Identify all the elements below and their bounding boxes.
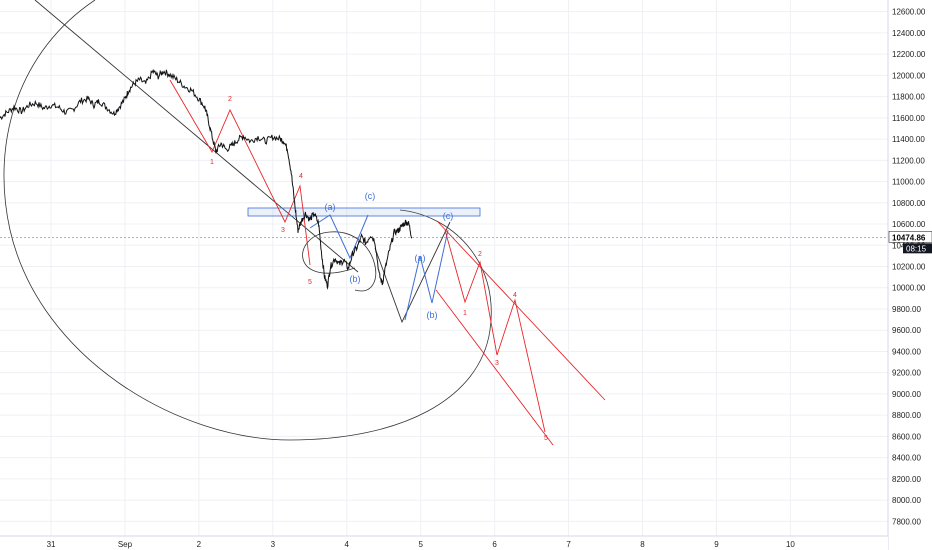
countdown-badge bbox=[903, 243, 932, 254]
abc-inner-line bbox=[309, 214, 369, 260]
countdown-label: 08:15 bbox=[906, 244, 927, 253]
trend-line bbox=[34, 0, 359, 273]
y-tick-label: 12000.00 bbox=[892, 71, 926, 80]
wave-label-red: 1 bbox=[210, 159, 214, 166]
x-tick-label: 4 bbox=[345, 540, 350, 549]
y-tick-label: 10800.00 bbox=[892, 199, 926, 208]
y-tick-label: 10200.00 bbox=[892, 263, 926, 272]
y-tick-label: 8600.00 bbox=[892, 432, 921, 441]
y-tick-label: 8800.00 bbox=[892, 411, 921, 420]
wave-labels: 1 2 3 4 5 1 2 3 4 5 (a) (b) (c) (a) (b) (c) bbox=[210, 96, 548, 442]
resistance-zone bbox=[247, 207, 481, 217]
wave-label-red: 3 bbox=[281, 227, 285, 234]
y-tick-label: 9800.00 bbox=[892, 305, 921, 314]
y-tick-label: 11800.00 bbox=[892, 93, 925, 102]
y-tick-label: 11000.00 bbox=[892, 178, 925, 187]
wave-label-blue: (a) bbox=[325, 202, 336, 212]
x-tick-label: 7 bbox=[566, 540, 571, 549]
current-price-label: 10474.86 bbox=[892, 233, 926, 242]
wave-label-blue: (c) bbox=[365, 191, 376, 201]
y-tick-label: 11600.00 bbox=[892, 114, 925, 123]
small-loop-drawing bbox=[302, 231, 377, 292]
x-tick-label: 2 bbox=[197, 540, 202, 549]
y-tick-label: 11400.00 bbox=[892, 135, 925, 144]
y-tick-label: 12600.00 bbox=[892, 8, 926, 17]
price-axis-bg[interactable] bbox=[888, 0, 932, 550]
wave-label-blue: (b) bbox=[427, 310, 438, 320]
current-price-badge bbox=[888, 231, 932, 243]
wave-label-blue: (a) bbox=[415, 253, 426, 263]
y-tick-label: 10000.00 bbox=[892, 284, 926, 293]
price-line bbox=[0, 68, 413, 290]
y-tick-label: 8200.00 bbox=[892, 475, 921, 484]
wave-label-red: 3 bbox=[495, 360, 499, 367]
y-tick-label: 9000.00 bbox=[892, 390, 921, 399]
channel-line-lower bbox=[435, 289, 554, 446]
channel-line-upper bbox=[437, 221, 606, 401]
y-tick-label: 11200.00 bbox=[892, 156, 925, 165]
wave-label-red: 1 bbox=[463, 310, 467, 317]
y-tick-label: 12400.00 bbox=[892, 29, 926, 38]
wave-label-red: 5 bbox=[308, 279, 312, 286]
wave-label-red: 2 bbox=[228, 96, 232, 103]
grid bbox=[0, 0, 888, 544]
red-impulse-projected bbox=[444, 229, 546, 433]
drawings bbox=[3, 0, 606, 446]
x-tick-label: 9 bbox=[714, 540, 719, 549]
y-tick-label: 10600.00 bbox=[892, 220, 926, 229]
y-tick-label: 8000.00 bbox=[892, 496, 921, 505]
y-tick-label: 9400.00 bbox=[892, 347, 921, 356]
x-tick-label: 10 bbox=[786, 540, 795, 549]
wave-label-red: 5 bbox=[544, 435, 548, 442]
wave-label-red: 4 bbox=[513, 292, 517, 299]
x-tick-label: 5 bbox=[418, 540, 423, 549]
wave-label-blue: (c) bbox=[443, 211, 454, 221]
wave-label-red: 2 bbox=[478, 251, 482, 258]
y-tick-label: 8400.00 bbox=[892, 454, 921, 463]
x-tick-label: 6 bbox=[492, 540, 497, 549]
abc-projection-line bbox=[404, 229, 449, 321]
y-tick-label: 7800.00 bbox=[892, 517, 921, 526]
large-arc-drawing bbox=[3, 0, 492, 441]
wave-label-red: 4 bbox=[299, 173, 303, 180]
time-axis-bg[interactable] bbox=[0, 536, 888, 550]
y-tick-label: 9200.00 bbox=[892, 369, 921, 378]
x-tick-label: Sep bbox=[118, 540, 133, 549]
x-tick-label: 3 bbox=[271, 540, 276, 549]
y-tick-label: 9600.00 bbox=[892, 326, 921, 335]
price-series bbox=[0, 68, 413, 290]
y-tick-label: 12200.00 bbox=[892, 50, 926, 59]
red-impulse-historical bbox=[169, 79, 311, 266]
x-tick-label: 8 bbox=[640, 540, 645, 549]
x-tick-label: 31 bbox=[47, 540, 56, 549]
wave-label-blue: (b) bbox=[350, 274, 361, 284]
